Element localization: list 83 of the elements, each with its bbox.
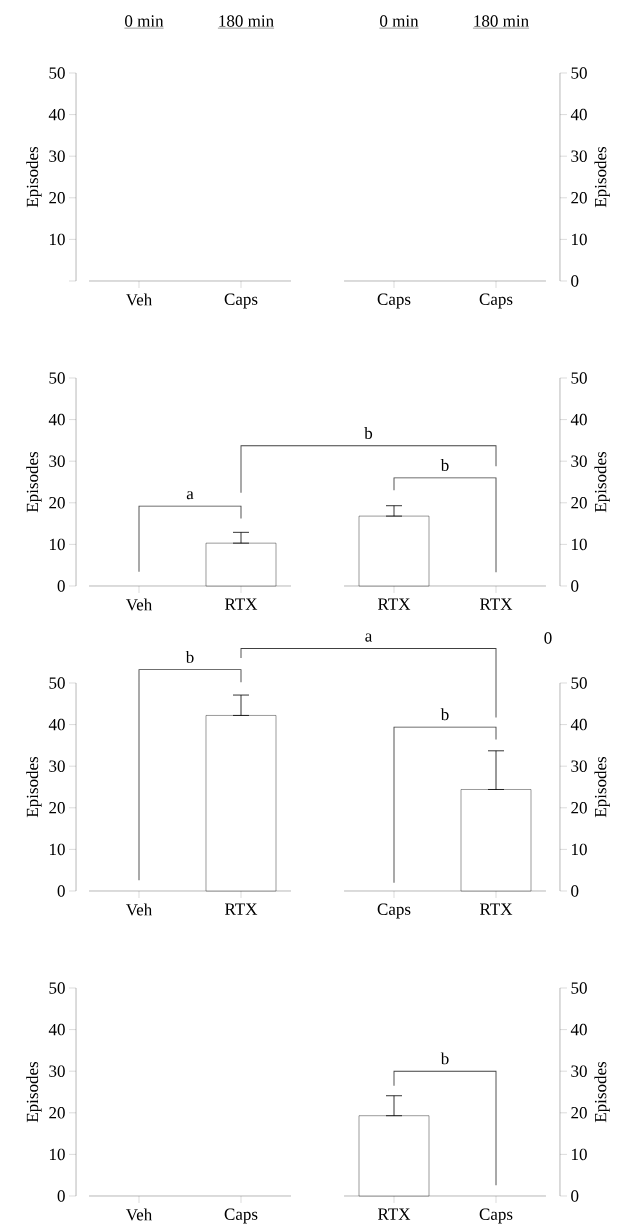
y-tick-label: 40 [48,1023,65,1036]
y2-tick-label: 10 [572,843,587,856]
x-tick-label: Caps [479,1208,513,1224]
y2-tick-label: 10 [572,233,587,246]
y2-tick-label: 40 [570,718,587,731]
y-axis-title: Episodes [26,451,42,513]
x-tick-label: Caps [377,903,411,919]
y-tick-label: 30 [49,1065,65,1077]
text: 180 min [219,15,274,27]
y-tick-label: 10 [49,233,65,246]
y2-tick-label: 30 [571,150,587,162]
y2-tick-label: 20 [571,192,587,204]
y2-tick-label: 40 [570,108,587,121]
y2-tick-label: 30 [571,1065,587,1077]
annotation: b [440,1052,449,1065]
annotation: b [440,708,449,721]
y-tick-label: 50 [49,372,65,384]
y-tick-label: 20 [49,192,65,204]
x-tick-label: RTX [225,598,258,610]
text: b [185,650,194,663]
text: a [365,633,373,642]
y2-tick-label: 20 [571,1107,587,1119]
y2-tick-label: 50 [571,67,587,79]
y-axis-title: Episodes [26,1061,42,1123]
y2-tick-label: 50 [571,372,587,384]
y-tick-label: 0 [57,885,65,897]
y-tick-label: 10 [49,538,65,551]
y-tick-label: 30 [49,150,65,162]
x-tick-label: Veh [125,903,153,916]
x-tick-label: RTX [378,1208,411,1220]
y-tick-label: 50 [49,982,65,994]
x-tick-label: Caps [377,293,411,309]
annotation: b [440,459,449,471]
y-tick-label: 0 [57,1190,65,1202]
annotation: b [364,427,373,439]
x-tick-label: RTX [480,598,513,610]
y2-tick-label: 0 [571,885,579,897]
y-axis-title: Episodes [26,756,42,818]
x-tick-label: Caps [479,293,513,309]
y2-tick-label: 50 [571,982,587,994]
x-tick-label: Veh [125,293,153,306]
y2-tick-label: 0 [571,1190,579,1202]
y-tick-label: 50 [49,677,65,689]
y-tick-label: 10 [49,1148,65,1161]
y-tick-label: 20 [49,1107,65,1119]
text: 0 min [380,15,419,27]
y2-tick-label: 10 [572,538,587,551]
x-tick-label: Caps [224,1208,258,1224]
x-tick-label: RTX [225,903,258,915]
annotation: a [186,491,194,500]
y-tick-label: 20 [49,802,65,814]
y2-tick-label: 30 [571,455,587,467]
y2-axis-title: Episodes [594,756,610,818]
y2-axis-title: Episodes [594,1061,610,1123]
y-tick-label: 40 [48,413,65,426]
y2-tick-label: 40 [570,1023,587,1036]
y2-tick-label: 50 [571,677,587,689]
y2-tick-label: 20 [571,497,587,509]
y2-tick-label: 30 [571,760,587,772]
y2-tick-label: 20 [571,802,587,814]
y2-tick-label: 0 [571,275,579,287]
text: 180 min [474,15,529,27]
y-tick-label: 50 [49,67,65,79]
y2-tick-label: 0 [571,580,579,592]
text: 0 [544,632,552,644]
y-tick-label: 30 [49,455,65,467]
text: 0 min [125,15,164,27]
y2-tick-label: 10 [572,1148,587,1161]
y-tick-label: 30 [49,760,65,772]
y2-tick-label: 40 [570,413,587,426]
y-tick-label: 40 [48,108,65,121]
y-tick-label: 20 [49,497,65,509]
x-tick-label: RTX [480,903,513,915]
y-tick-label: 40 [48,718,65,731]
x-tick-label: RTX [378,598,411,610]
x-tick-label: Caps [224,293,258,309]
y-tick-label: 0 [57,580,65,592]
x-tick-label: Veh [125,1208,153,1221]
y2-axis-title: Episodes [594,146,610,208]
y-axis-title: Episodes [26,146,42,208]
x-tick-label: Veh [125,598,153,611]
y-tick-label: 10 [49,843,65,856]
y2-axis-title: Episodes [594,451,610,513]
